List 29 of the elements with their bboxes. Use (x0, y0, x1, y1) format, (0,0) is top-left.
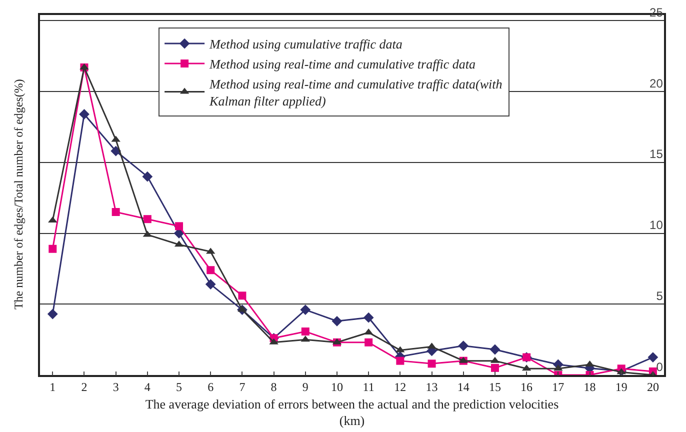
x-axis-title: The average deviation of errors between the actual and the prediction velocities (km) (145, 396, 559, 428)
x-tick-label: 10 (330, 380, 343, 394)
x-tick-label: 13 (426, 380, 438, 394)
x-tick-label: 5 (176, 380, 182, 394)
legend-label: Method using cumulative traffic data (208, 36, 403, 52)
x-tick-label: 1 (50, 380, 56, 394)
y-tick-label: 20 (650, 76, 664, 90)
y-tick-label: 0 (656, 360, 664, 374)
x-tick-label: 19 (615, 380, 628, 394)
x-tick-label: 9 (302, 380, 308, 394)
legend-label: Method using real-time and cumulative traffic data(with Kalman filter applied) (208, 76, 502, 108)
x-tick-label: 14 (457, 380, 470, 394)
x-tick-label: 15 (488, 380, 501, 394)
x-tick-label: 8 (270, 380, 277, 394)
x-tick-label: 16 (520, 380, 533, 394)
x-tick-label: 12 (394, 380, 406, 394)
x-tick-label: 17 (552, 380, 564, 394)
x-tick-label: 3 (112, 380, 119, 394)
y-tick-label: 5 (656, 288, 664, 303)
x-tick-label: 18 (584, 380, 596, 394)
x-tick-label: 7 (239, 380, 246, 394)
x-tick-label: 11 (362, 380, 374, 394)
y-tick-label: 15 (650, 147, 664, 162)
x-tick-label: 2 (81, 380, 88, 394)
legend-label: Method using real-time and cumulative traffic data (208, 56, 476, 72)
x-tick-label: 6 (208, 380, 214, 394)
x-tick-label: 4 (144, 380, 150, 394)
y-axis-title: The number of edges/Total number of edges(%) (12, 79, 26, 310)
y-tick-label: 10 (650, 218, 664, 232)
